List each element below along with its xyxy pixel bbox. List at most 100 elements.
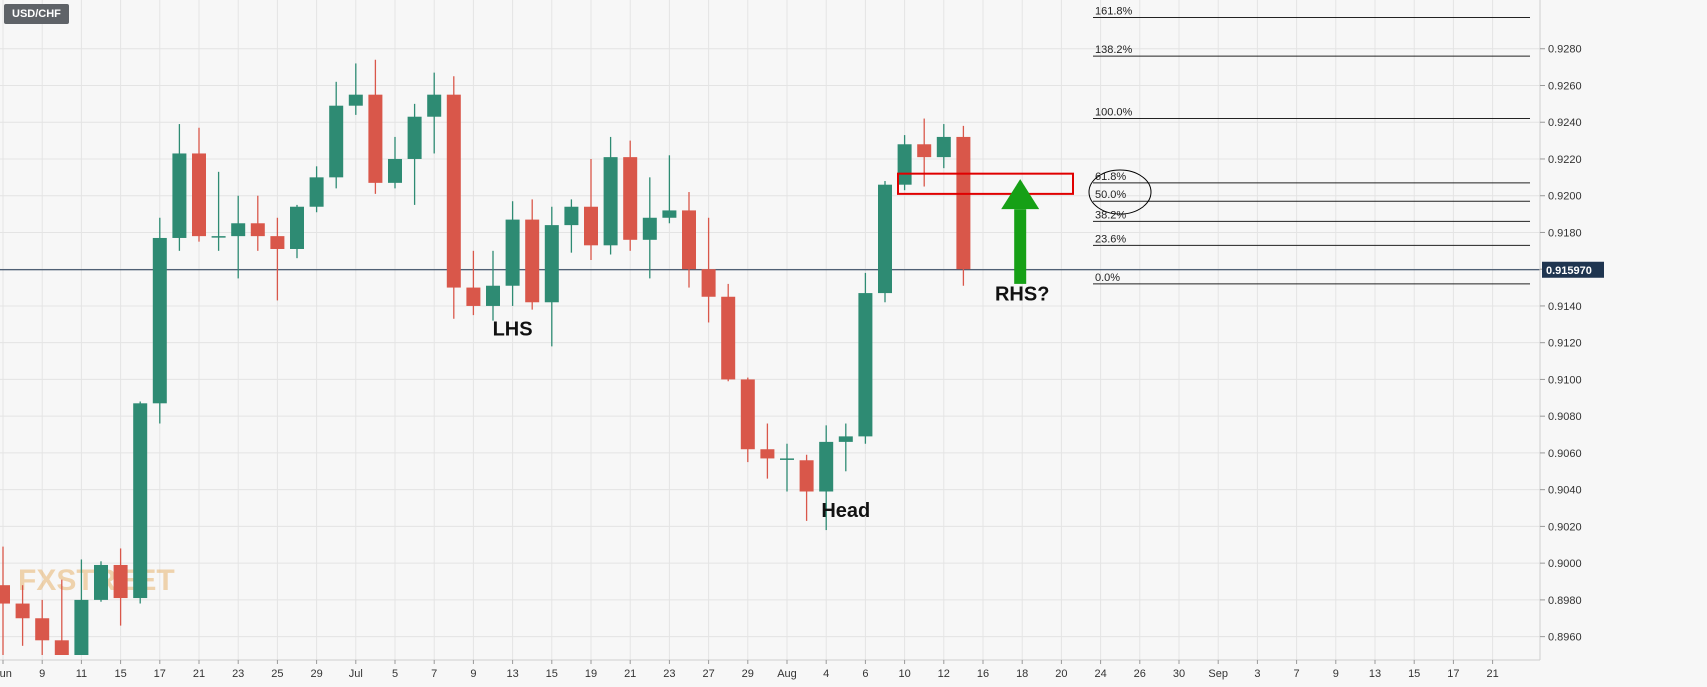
plot-background bbox=[0, 0, 1540, 660]
candle-body bbox=[309, 177, 324, 207]
candle-body bbox=[682, 210, 696, 270]
symbol-badge[interactable]: USD/CHF bbox=[4, 4, 69, 24]
y-tick-label: 0.9240 bbox=[1548, 117, 1582, 129]
candle-body bbox=[0, 585, 10, 604]
x-tick-label: 26 bbox=[1134, 668, 1146, 680]
candle-body bbox=[133, 403, 148, 599]
x-tick-label: Jun bbox=[0, 668, 12, 680]
x-tick-label: Jul bbox=[349, 668, 363, 680]
x-tick-label: 13 bbox=[1369, 668, 1381, 680]
candle-body bbox=[838, 436, 853, 442]
fib-level-label: 61.8% bbox=[1095, 171, 1126, 183]
annotation-label: LHS bbox=[493, 318, 533, 340]
candle-body bbox=[505, 219, 520, 286]
candle-body bbox=[15, 603, 30, 619]
x-tick-label: 11 bbox=[76, 668, 87, 680]
y-tick-label: 0.9040 bbox=[1548, 485, 1582, 497]
candle-body bbox=[427, 94, 442, 117]
x-tick-label: 18 bbox=[1016, 668, 1028, 680]
candle-body bbox=[368, 94, 383, 183]
x-tick-label: 7 bbox=[1294, 668, 1300, 680]
candle-body bbox=[270, 236, 285, 249]
candles bbox=[0, 59, 971, 655]
y-tick-label: 0.9140 bbox=[1548, 301, 1582, 313]
x-tick-label: 10 bbox=[898, 668, 910, 680]
y-tick-label: 0.9200 bbox=[1548, 191, 1582, 203]
highlight-box bbox=[897, 172, 1074, 195]
candle-body bbox=[35, 618, 50, 641]
y-tick-label: 0.9280 bbox=[1548, 44, 1582, 56]
candle-body bbox=[290, 206, 304, 249]
x-tick-label: 9 bbox=[1333, 668, 1339, 680]
up-arrow-shaft bbox=[1014, 209, 1027, 284]
y-tick-label: 0.9020 bbox=[1548, 521, 1582, 533]
candle-body bbox=[231, 223, 246, 237]
annotation-label: RHS? bbox=[995, 283, 1049, 305]
x-tick-label: 12 bbox=[938, 668, 950, 680]
x-tick-label: 5 bbox=[392, 668, 398, 680]
candle-body bbox=[74, 599, 89, 655]
candle-body bbox=[113, 564, 128, 599]
candle-body bbox=[584, 206, 598, 246]
candle-body bbox=[486, 285, 500, 306]
fib-level-label: 0.0% bbox=[1095, 272, 1120, 284]
x-tick-label: Sep bbox=[1208, 668, 1228, 680]
current-price-label: 0.915970 bbox=[1546, 265, 1592, 277]
x-tick-label: 29 bbox=[310, 668, 322, 680]
candle-body bbox=[858, 293, 873, 437]
x-tick-label: 23 bbox=[663, 668, 675, 680]
x-tick-label: 23 bbox=[232, 668, 244, 680]
fib-ellipse bbox=[1088, 169, 1152, 215]
candle-body bbox=[466, 287, 481, 306]
x-tick-label: 15 bbox=[114, 668, 126, 680]
candle-body bbox=[701, 269, 716, 297]
candle-body bbox=[878, 184, 892, 294]
x-tick-label: 15 bbox=[1408, 668, 1420, 680]
candle-body bbox=[388, 158, 402, 183]
y-tick-label: 0.8960 bbox=[1548, 632, 1582, 644]
candle-body bbox=[799, 460, 814, 492]
candle-body bbox=[956, 136, 971, 270]
fib-level-label: 23.6% bbox=[1095, 233, 1126, 245]
candle-body bbox=[819, 441, 834, 492]
candle-body bbox=[936, 136, 951, 158]
x-tick-label: 3 bbox=[1254, 668, 1260, 680]
candle-body bbox=[250, 223, 265, 237]
candle-body bbox=[54, 640, 69, 655]
x-tick-label: 20 bbox=[1055, 668, 1067, 680]
y-tick-label: 0.9180 bbox=[1548, 227, 1582, 239]
y-tick-label: 0.9100 bbox=[1548, 374, 1582, 386]
x-tick-label: 27 bbox=[702, 668, 714, 680]
fib-level-label: 50.0% bbox=[1095, 189, 1126, 201]
candle-body bbox=[544, 225, 559, 303]
candle-body bbox=[721, 296, 736, 380]
x-tick-label: 4 bbox=[823, 668, 829, 680]
annotations: LHS Head RHS? bbox=[493, 169, 1152, 522]
y-tick-label: 0.8980 bbox=[1548, 595, 1582, 607]
x-tick-label: 9 bbox=[470, 668, 476, 680]
fibonacci-retracement: 161.8% 138.2% 100.0% 61.8% 50.0% 38.2% 23.6% 0.… bbox=[0, 6, 1540, 285]
candle-body bbox=[897, 144, 912, 185]
fib-level-label: 100.0% bbox=[1095, 107, 1133, 119]
y-tick-label: 0.9260 bbox=[1548, 80, 1582, 92]
annotation-label: Head bbox=[821, 500, 870, 522]
x-tick-label: 30 bbox=[1173, 668, 1185, 680]
y-tick-label: 0.9000 bbox=[1548, 558, 1582, 570]
axes: 0.8960 0.8980 0.9000 0.9020 0.9040 0.9060 0.90… bbox=[0, 0, 1604, 680]
candle-body bbox=[603, 157, 618, 246]
candle-body bbox=[211, 236, 226, 238]
candle-body bbox=[407, 116, 422, 159]
fib-level-label: 138.2% bbox=[1095, 44, 1133, 56]
candle-body bbox=[662, 210, 677, 218]
candle-body bbox=[917, 144, 932, 158]
y-tick-label: 0.9080 bbox=[1548, 411, 1582, 423]
x-tick-label: 6 bbox=[862, 668, 868, 680]
grid: FXSTREET bbox=[0, 0, 1540, 660]
candle-body bbox=[94, 564, 108, 600]
x-tick-label: 17 bbox=[154, 668, 166, 680]
x-tick-label: 25 bbox=[271, 668, 283, 680]
x-tick-label: 24 bbox=[1094, 668, 1106, 680]
x-tick-label: 9 bbox=[39, 668, 45, 680]
candle-body bbox=[564, 206, 579, 226]
